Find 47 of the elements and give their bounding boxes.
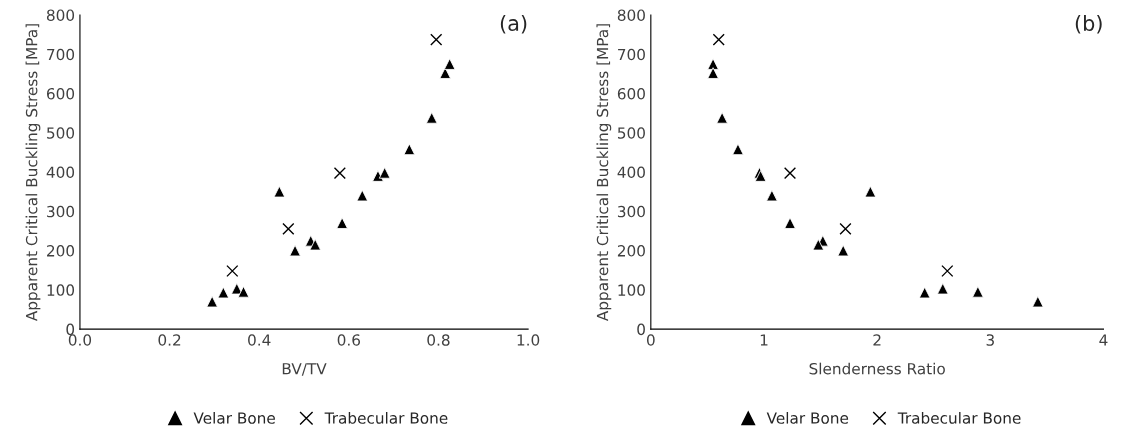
point (333, 167, 346, 180)
point (712, 33, 725, 46)
y-tick-label: 600 (617, 87, 645, 100)
legend-label: Velar Bone (193, 411, 275, 424)
point (941, 264, 954, 278)
y-tick-label: 600 (46, 87, 75, 100)
y-tick-label: 0 (637, 323, 645, 336)
point (839, 222, 852, 236)
point (783, 167, 797, 180)
x-tick-label: 1.0 (517, 334, 540, 346)
y-axis-title: Apparent Critical Buckling Stress [MPa] (25, 24, 41, 322)
x-tick-label: 0.6 (337, 334, 361, 346)
y-tick-label: 500 (617, 127, 645, 139)
legend-label: Trabecular Bone (897, 411, 1021, 424)
x-axis-title: BV/TV (282, 363, 327, 376)
point (226, 264, 239, 278)
x-tick-label: 0.8 (427, 334, 450, 346)
x-tick-label: 0.4 (248, 334, 271, 346)
x-tick-label: 3 (986, 334, 994, 346)
y-tick-label: 100 (618, 284, 645, 296)
y-tick-label: 0 (66, 323, 75, 336)
y-tick-label: 800 (617, 9, 645, 21)
x-tick-label: 0.0 (68, 334, 92, 346)
y-tick-label: 300 (617, 205, 645, 218)
point (430, 33, 443, 46)
y-axis-title: Apparent Critical Buckling Stress [MPa] (596, 24, 612, 322)
annotation: (b) (1075, 14, 1102, 34)
y-tick-label: 800 (46, 9, 75, 21)
x-tick-label: 4 (1099, 334, 1108, 346)
x-tick-label: 0 (646, 334, 655, 346)
y-tick-label: 200 (47, 245, 75, 257)
x-axis-title: Slenderness Ratio (809, 362, 945, 375)
y-tick-label: 400 (617, 166, 645, 179)
y-tick-label: 700 (47, 48, 75, 61)
y-tick-label: 500 (47, 127, 75, 139)
y-tick-label: 100 (47, 284, 75, 296)
y-tick-label: 300 (47, 205, 75, 218)
point (282, 222, 295, 236)
legend-label: Velar Bone (766, 411, 849, 424)
x-tick-label: 2 (873, 334, 881, 346)
legend-label: Trabecular Bone (324, 411, 448, 424)
x-tick-label: 0.2 (158, 334, 181, 346)
y-tick-label: 400 (46, 166, 75, 179)
x-tick-label: 1 (760, 334, 768, 346)
y-tick-label: 700 (618, 48, 645, 61)
y-tick-label: 200 (617, 245, 645, 257)
annotation: (a) (500, 14, 527, 34)
